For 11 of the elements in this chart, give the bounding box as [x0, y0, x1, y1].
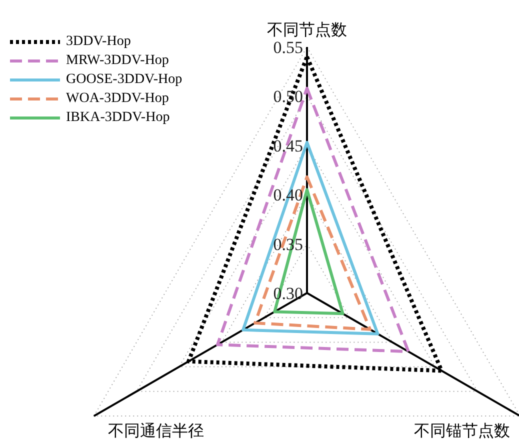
- legend-label: WOA-3DDV-Hop: [66, 90, 169, 106]
- y-tick-label: 0.45: [273, 136, 303, 156]
- legend-label: 3DDV-Hop: [66, 34, 131, 50]
- legend-label: IBKA-3DDV-Hop: [66, 110, 170, 126]
- y-tick-label: 0.55: [273, 38, 303, 57]
- spoke-label: 不同锚节点数: [414, 422, 510, 440]
- spoke-label: 不同通信半径: [108, 422, 204, 440]
- legend-label: MRW-3DDV-Hop: [66, 52, 169, 68]
- y-tick-label: 0.50: [273, 87, 303, 106]
- legend-label: GOOSE-3DDV-Hop: [66, 72, 182, 88]
- spoke-label: 不同节点数: [267, 21, 347, 39]
